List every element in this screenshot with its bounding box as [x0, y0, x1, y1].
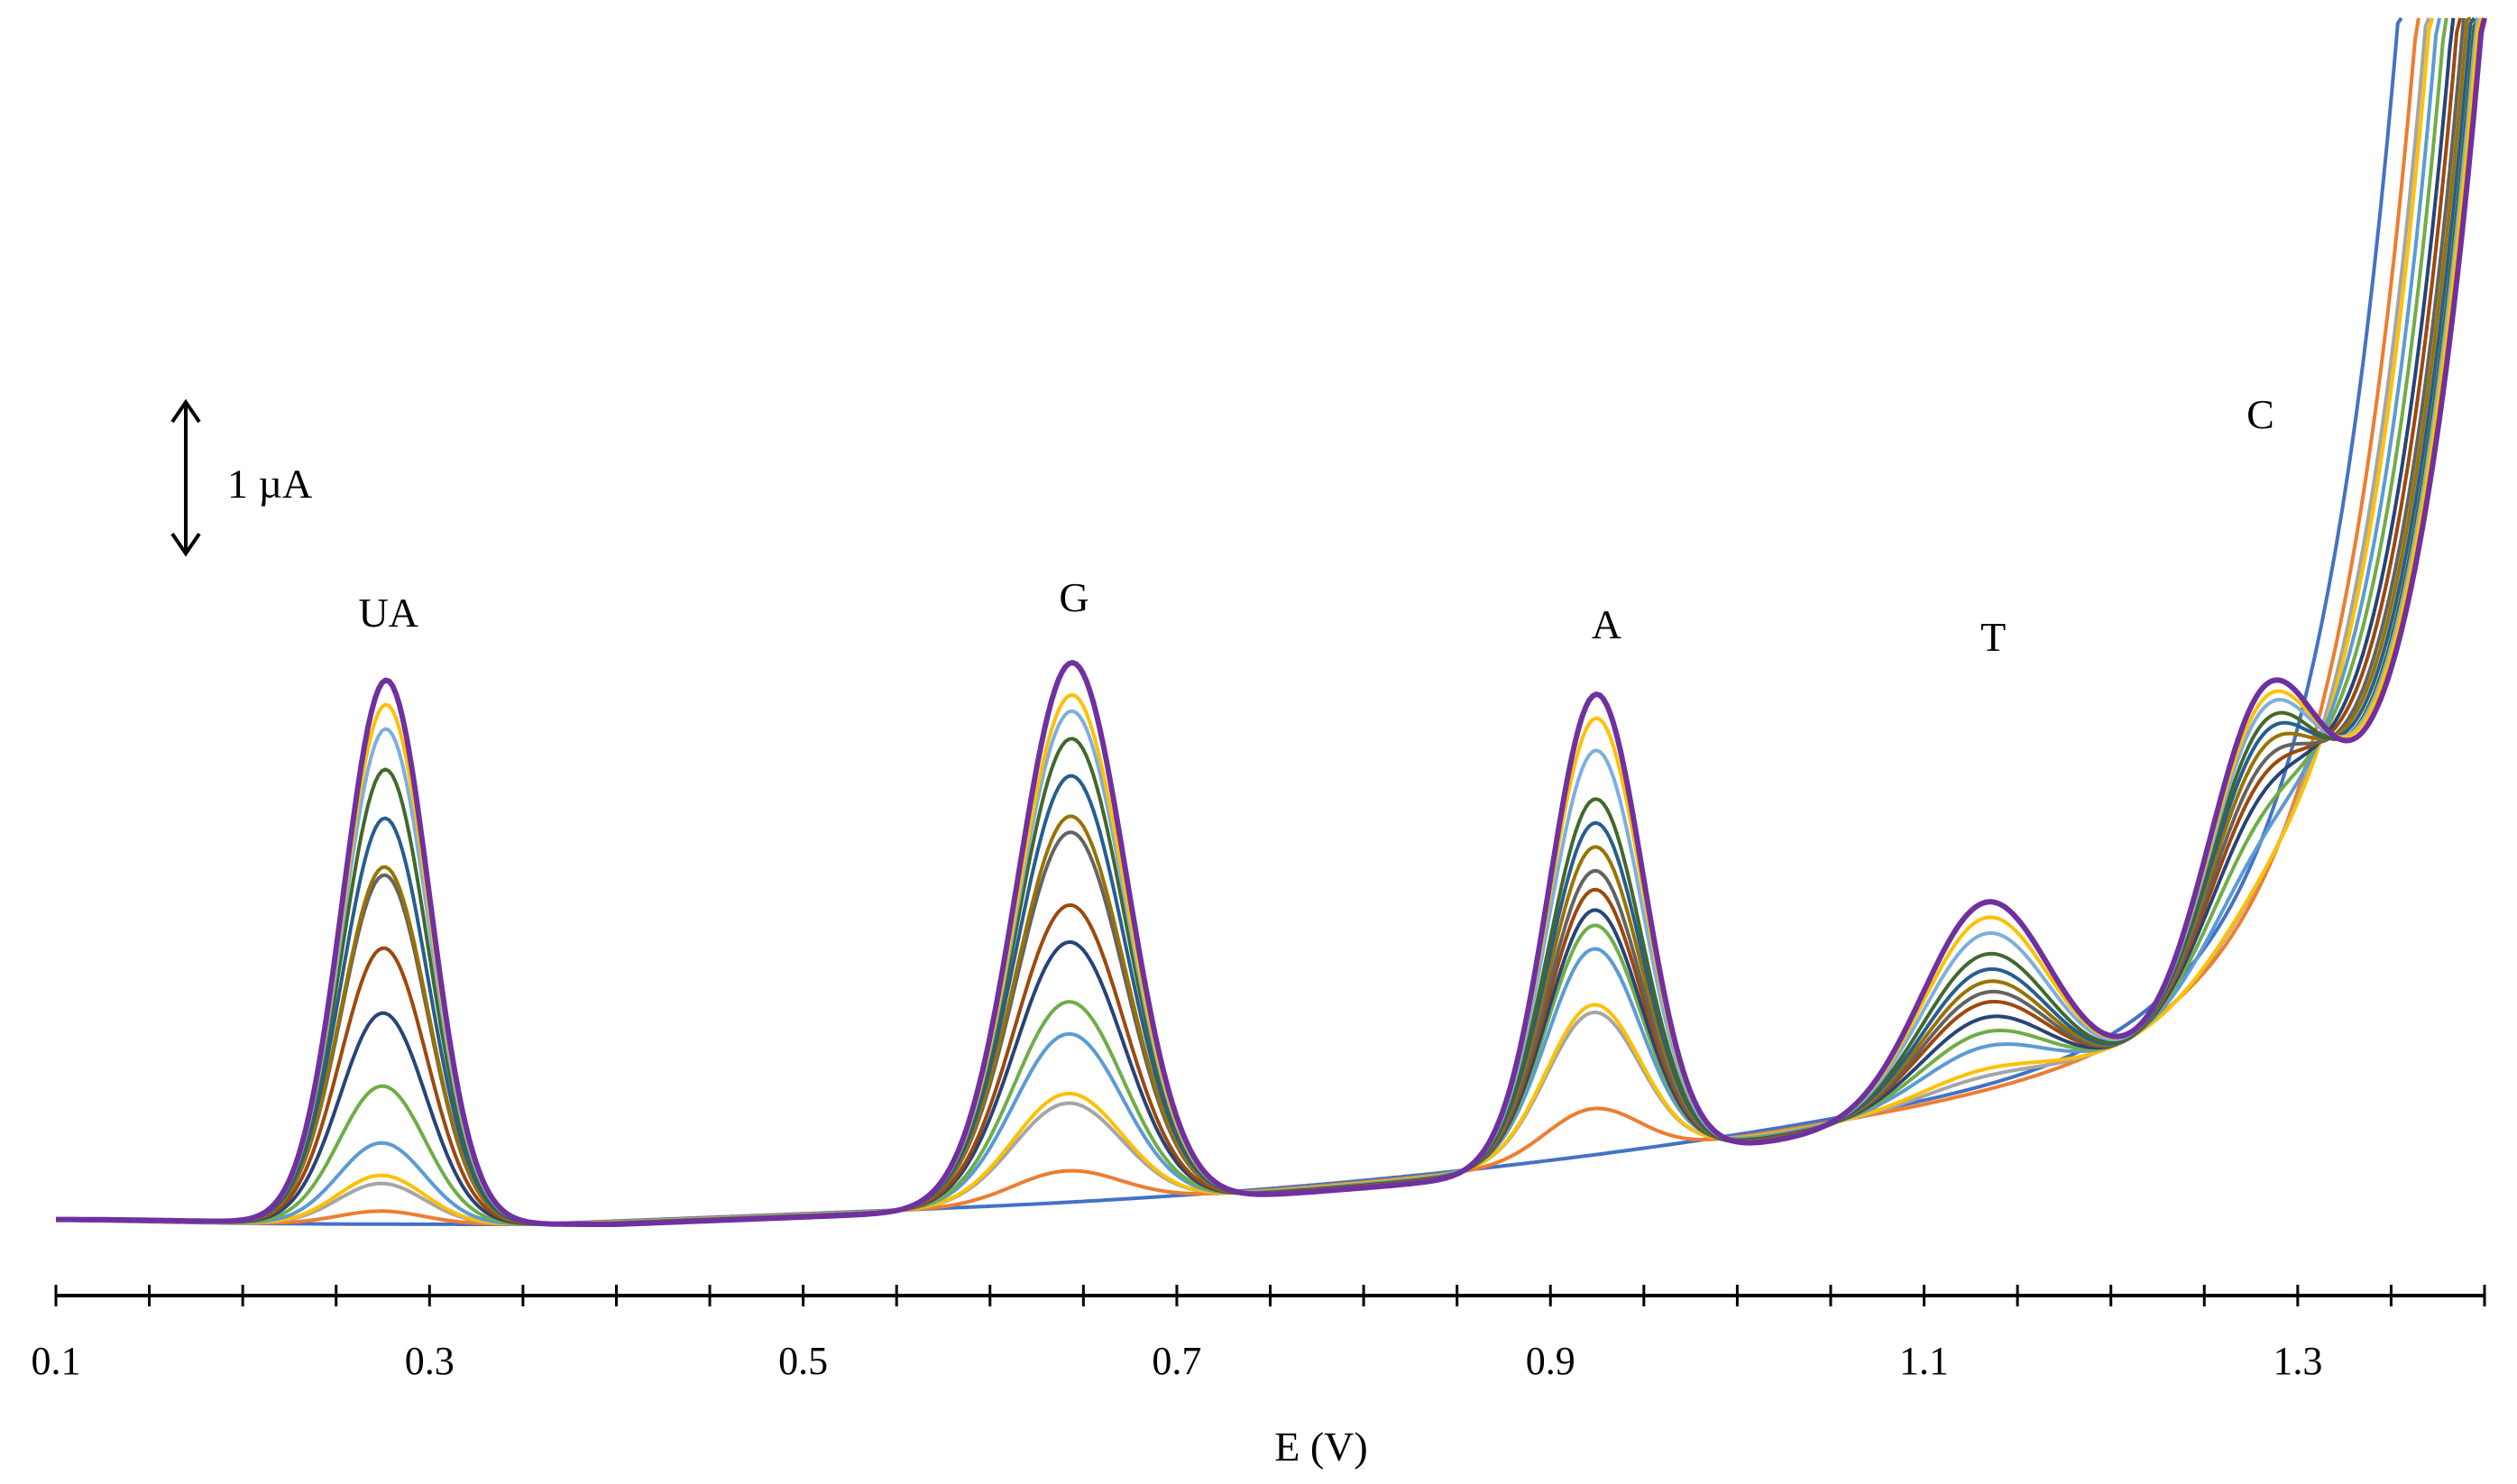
x-tick-label: 1.3 [2273, 1339, 2322, 1383]
peak-label-a: A [1592, 601, 1621, 647]
series-line-step-14 [56, 17, 2487, 1227]
series-curves [55, 16, 2487, 1227]
series-line-step-11 [56, 17, 2480, 1226]
scale-bar-arrow-down-icon [170, 532, 201, 557]
x-tick-label: 1.1 [1899, 1339, 1949, 1383]
peak-labels: UA G A T C [359, 391, 2274, 660]
x-axis: 0.1 0.3 0.5 0.7 0.9 1.1 1.3 E (V) [32, 1285, 2486, 1470]
peak-label-c: C [2246, 391, 2274, 437]
x-tick-label: 0.5 [778, 1339, 828, 1383]
scale-bar-arrow-up-icon [170, 398, 201, 424]
x-tick-label: 0.9 [1526, 1339, 1575, 1383]
peak-label-g: G [1059, 574, 1089, 620]
x-tick-label: 0.7 [1152, 1339, 1201, 1383]
x-tick-label: 0.1 [32, 1339, 81, 1383]
scale-bar: 1 µA [170, 398, 312, 557]
x-axis-tick-labels: 0.1 0.3 0.5 0.7 0.9 1.1 1.3 [32, 1339, 2323, 1383]
peak-label-ua: UA [359, 590, 418, 636]
x-tick-label: 0.3 [405, 1339, 455, 1383]
peak-label-t: T [1980, 614, 2006, 660]
x-axis-ticks [54, 1285, 2486, 1306]
scale-bar-label: 1 µA [227, 461, 312, 507]
x-axis-title: E (V) [1274, 1424, 1367, 1470]
